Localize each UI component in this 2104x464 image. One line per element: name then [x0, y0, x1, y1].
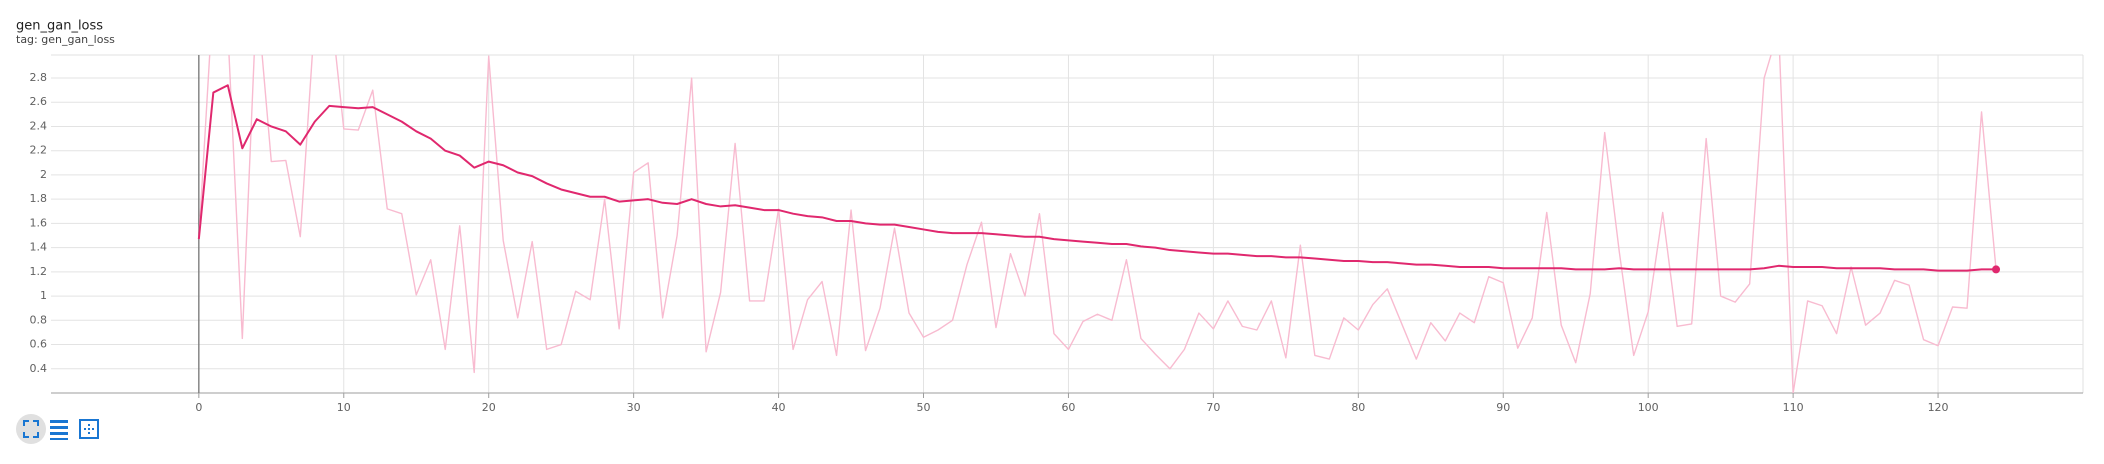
x-tick-label: 110	[1783, 401, 1804, 414]
x-tick-label: 0	[195, 401, 202, 414]
log-scale-button[interactable]	[50, 420, 68, 440]
y-tick-label: 2.4	[30, 119, 48, 132]
icon-cross	[84, 424, 94, 434]
fit-icon	[23, 420, 39, 438]
plot-area	[197, 55, 1997, 393]
x-tick-label: 90	[1496, 401, 1510, 414]
y-tick-label: 0.6	[30, 338, 48, 351]
grid: 0.4 0.6 0.8 1 1.2 1.4 1.6 1.8 2 2.2 2.4 2.6 2.8 0 10 20…	[30, 54, 2084, 414]
chart-title: gen_gan_loss	[16, 19, 103, 34]
end-marker	[1992, 265, 2001, 274]
y-tick-label: 1	[40, 289, 47, 302]
y-tick-label: 0.8	[30, 313, 48, 326]
y-tick-label: 2.8	[30, 71, 48, 84]
chart-subtitle: tag: gen_gan_loss	[16, 33, 115, 46]
toolbar	[16, 414, 99, 444]
x-tick-label: 40	[772, 401, 786, 414]
y-tick-label: 1.4	[30, 241, 48, 254]
series-line	[198, 55, 1997, 393]
icon-bar	[50, 426, 68, 429]
icon-bar	[50, 432, 68, 435]
y-tick-label: 2.6	[30, 95, 48, 108]
x-tick-label: 50	[917, 401, 931, 414]
fit-button[interactable]	[16, 414, 46, 444]
icon-bar	[50, 420, 68, 423]
icon-bar	[50, 438, 68, 440]
y-tick-label: 0.4	[30, 362, 48, 375]
x-tick-label: 60	[1061, 401, 1075, 414]
y-tick-label: 2	[40, 168, 47, 181]
y-tick-label: 2.2	[30, 144, 48, 157]
y-tick-label: 1.8	[30, 192, 48, 205]
y-tick-label: 1.2	[30, 265, 48, 278]
x-tick-label: 100	[1638, 401, 1659, 414]
series-line	[197, 84, 1997, 272]
x-tick-label: 30	[627, 401, 641, 414]
x-tick-label: 80	[1351, 401, 1365, 414]
x-tick-label: 120	[1928, 401, 1949, 414]
x-tick-label: 70	[1206, 401, 1220, 414]
y-tick-label: 1.6	[30, 216, 48, 229]
icon-frame	[79, 419, 99, 439]
expand-button[interactable]	[79, 419, 99, 439]
x-tick-label: 20	[482, 401, 496, 414]
x-tick-label: 10	[337, 401, 351, 414]
